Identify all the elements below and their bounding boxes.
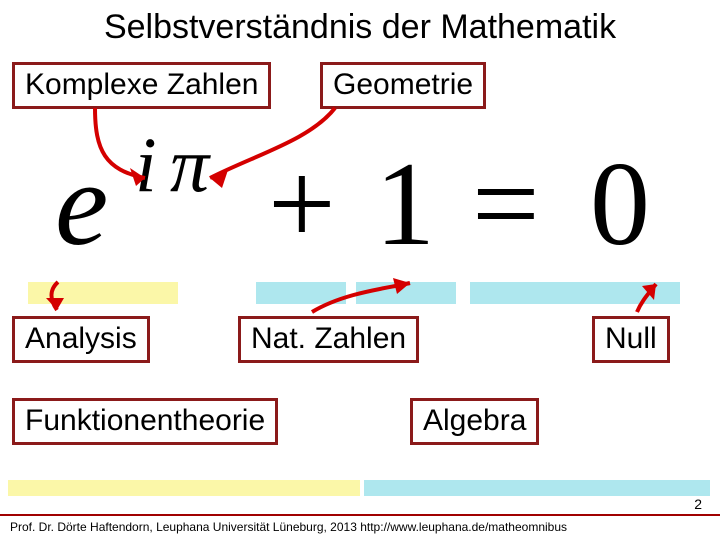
box-geometrie: Geometrie (320, 62, 486, 109)
glyph-i: i (135, 120, 157, 210)
highlight (470, 282, 680, 304)
box-nat-zahlen: Nat. Zahlen (238, 316, 419, 363)
glyph-plus: + (268, 135, 336, 273)
glyph-eq: = (472, 135, 540, 273)
slide-number: 2 (694, 496, 702, 512)
box-komplexe-zahlen: Komplexe Zahlen (12, 62, 271, 109)
footer-credit: Prof. Dr. Dörte Haftendorn, Leuphana Uni… (0, 514, 720, 540)
arrow-head (210, 170, 228, 188)
glyph-pi: π (170, 120, 209, 210)
highlight (364, 480, 710, 496)
highlight (356, 282, 456, 304)
glyph-one: 1 (375, 135, 435, 273)
highlight (8, 480, 360, 496)
box-null: Null (592, 316, 670, 363)
page-title: Selbstverständnis der Mathematik (0, 8, 720, 47)
box-funktionentheorie: Funktionentheorie (12, 398, 278, 445)
box-analysis: Analysis (12, 316, 150, 363)
glyph-zero: 0 (590, 135, 650, 273)
box-algebra: Algebra (410, 398, 539, 445)
highlight (28, 282, 178, 304)
highlight (256, 282, 346, 304)
glyph-e: e (55, 135, 108, 273)
